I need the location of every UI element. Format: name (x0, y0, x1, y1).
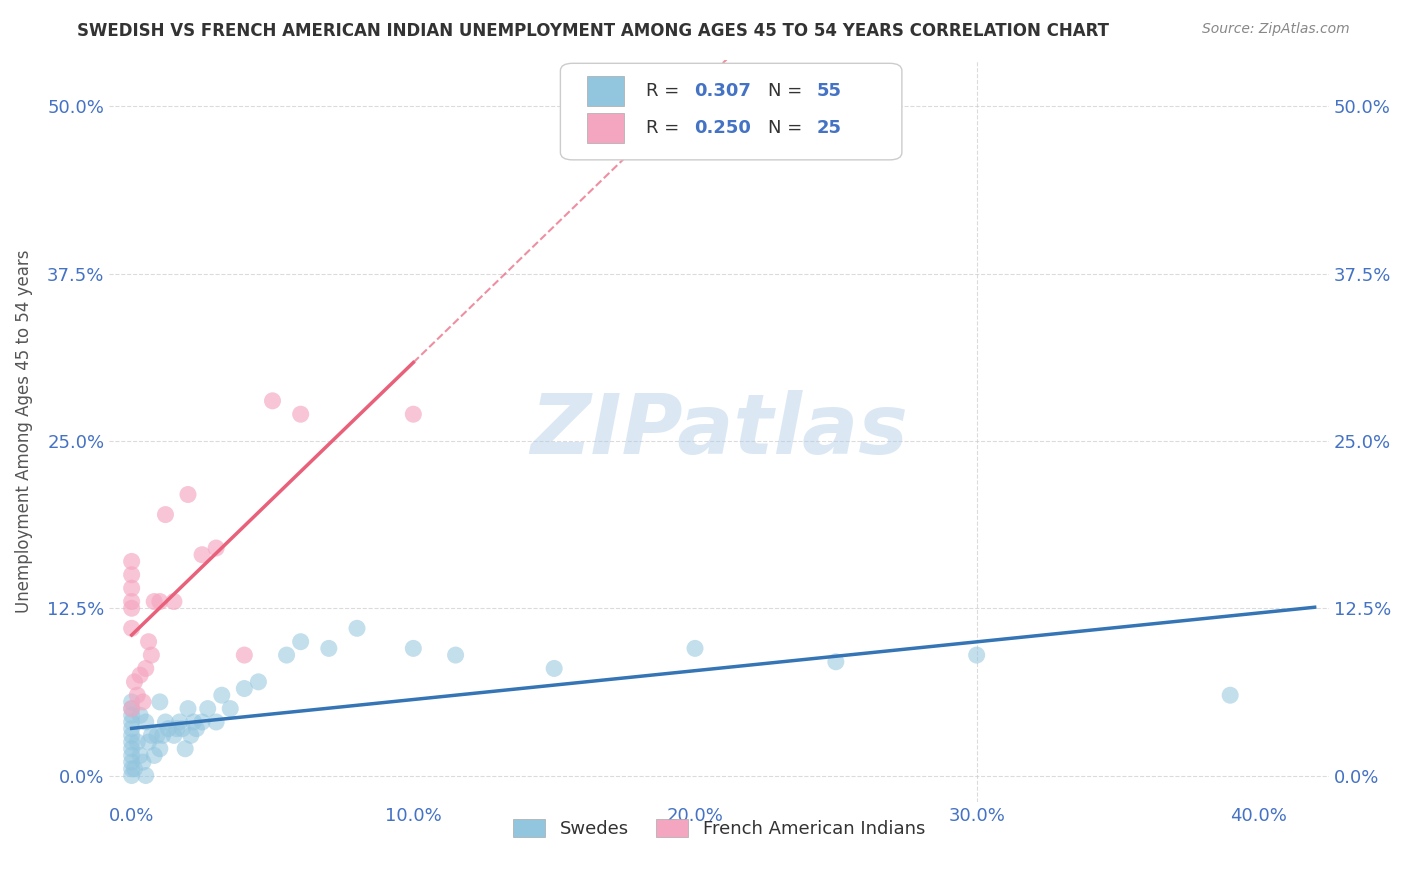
Point (121, 741, 143, 756)
Point (121, 601, 143, 615)
Text: SWEDISH VS FRENCH AMERICAN INDIAN UNEMPLOYMENT AMONG AGES 45 TO 54 YEARS CORRELA: SWEDISH VS FRENCH AMERICAN INDIAN UNEMPL… (77, 22, 1109, 40)
Point (683, 641, 706, 656)
Point (543, 661, 565, 675)
Point (402, 641, 425, 656)
Point (121, 695, 143, 709)
Point (166, 722, 188, 736)
Point (135, 768, 157, 782)
Text: N =: N = (768, 82, 807, 100)
Point (163, 594, 186, 608)
Point (180, 728, 202, 742)
Point (318, 641, 340, 656)
Point (146, 728, 169, 742)
Point (174, 741, 197, 756)
Point (155, 508, 177, 522)
Point (141, 648, 163, 662)
Point (121, 701, 143, 715)
Point (169, 714, 191, 729)
FancyBboxPatch shape (561, 63, 901, 160)
Point (966, 648, 988, 662)
Point (177, 701, 200, 715)
Point (127, 688, 149, 702)
Point (444, 648, 467, 662)
Point (155, 714, 177, 729)
Point (127, 735, 149, 749)
Point (124, 674, 146, 689)
Point (186, 722, 208, 736)
Point (149, 695, 172, 709)
Point (163, 728, 186, 742)
Point (138, 634, 160, 648)
Point (121, 735, 143, 749)
Text: 25: 25 (817, 119, 842, 137)
Point (121, 714, 143, 729)
Point (191, 548, 214, 562)
Point (247, 674, 270, 689)
Text: ZIPatlas: ZIPatlas (530, 391, 908, 472)
Point (262, 393, 284, 408)
Point (211, 688, 233, 702)
Point (121, 567, 143, 582)
Point (233, 648, 256, 662)
Point (141, 728, 163, 742)
Point (121, 755, 143, 769)
Point (138, 735, 160, 749)
Point (197, 701, 219, 715)
Point (132, 755, 155, 769)
Point (276, 648, 298, 662)
Point (135, 714, 157, 729)
Point (129, 708, 152, 723)
Point (172, 722, 194, 736)
Point (205, 541, 228, 555)
Point (121, 768, 143, 782)
Point (219, 701, 242, 715)
Point (132, 695, 155, 709)
Point (824, 655, 846, 669)
Text: 55: 55 (817, 82, 842, 100)
Point (121, 762, 143, 776)
Y-axis label: Unemployment Among Ages 45 to 54 years: Unemployment Among Ages 45 to 54 years (15, 249, 32, 613)
Text: 0.307: 0.307 (695, 82, 751, 100)
Point (205, 714, 228, 729)
Text: R =: R = (645, 119, 685, 137)
FancyBboxPatch shape (588, 76, 624, 105)
Text: Source: ZipAtlas.com: Source: ZipAtlas.com (1202, 22, 1350, 37)
Point (191, 714, 214, 729)
Point (129, 748, 152, 763)
Point (290, 634, 312, 648)
Point (290, 407, 312, 421)
Point (233, 681, 256, 696)
Point (121, 728, 143, 742)
FancyBboxPatch shape (588, 113, 624, 143)
Legend: Swedes, French American Indians: Swedes, French American Indians (506, 812, 932, 846)
Point (402, 407, 425, 421)
Text: N =: N = (768, 119, 807, 137)
Point (149, 741, 172, 756)
Point (121, 581, 143, 595)
Text: 0.250: 0.250 (695, 119, 751, 137)
Point (121, 621, 143, 635)
Point (135, 661, 157, 675)
Text: R =: R = (645, 82, 685, 100)
Point (143, 594, 166, 608)
Point (124, 762, 146, 776)
Point (143, 748, 166, 763)
Point (152, 728, 174, 742)
Point (121, 708, 143, 723)
Point (149, 594, 172, 608)
Point (129, 668, 152, 682)
Point (121, 701, 143, 715)
Point (346, 621, 368, 635)
Point (121, 594, 143, 608)
Point (177, 487, 200, 501)
Point (121, 722, 143, 736)
Point (183, 714, 205, 729)
Point (121, 748, 143, 763)
Point (1219, 688, 1241, 702)
Point (121, 554, 143, 568)
Point (157, 722, 180, 736)
